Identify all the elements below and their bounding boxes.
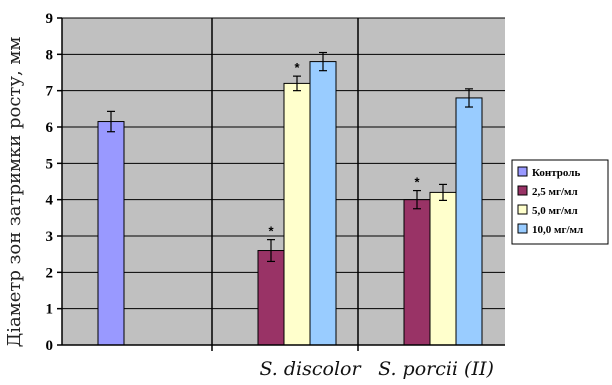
legend-swatch [517, 166, 528, 177]
legend-swatch [517, 185, 528, 196]
y-tick-label: 1 [46, 302, 54, 318]
y-tick-label: 0 [46, 338, 54, 354]
bar [257, 250, 285, 346]
y-tick-label: 6 [46, 120, 54, 136]
legend: Контроль 2,5 мг/мл 5,0 мг/мл 10,0 мг/мл [511, 159, 609, 245]
bar [283, 82, 311, 346]
legend-label: 5,0 мг/мл [532, 205, 578, 217]
legend-swatch [517, 223, 528, 234]
y-tick-label: 9 [46, 11, 54, 27]
y-axis-label: Діаметр зон затримки росту, мм [4, 37, 25, 348]
y-tick-label: 5 [46, 156, 54, 172]
category-label: S. discolor [259, 358, 362, 380]
significance-marker: * [414, 175, 420, 190]
legend-box [511, 159, 609, 245]
category-label: S. porcii (II) [378, 358, 494, 380]
legend-label: 2,5 мг/мл [532, 186, 578, 198]
error-bars [107, 51, 473, 263]
significance-marker: * [268, 224, 274, 239]
category-separators [211, 18, 359, 351]
category-labels: S. discolor S. porcii (II) [259, 358, 493, 380]
bar [97, 121, 125, 346]
annotations: * * * [268, 60, 420, 239]
y-tick-label: 4 [46, 193, 54, 209]
y-tick-label: 8 [46, 47, 54, 63]
legend-label: 10,0 мг/мл [532, 224, 583, 236]
bar [429, 191, 457, 346]
y-axis-ticks: 0 1 2 3 4 5 6 7 8 9 [46, 11, 62, 354]
bars [97, 61, 483, 346]
bar [455, 97, 483, 346]
legend-swatch [517, 204, 528, 215]
legend-label: Контроль [532, 167, 580, 179]
significance-marker: * [294, 60, 300, 75]
y-tick-label: 3 [46, 229, 54, 245]
bar [403, 199, 431, 346]
y-tick-label: 2 [46, 265, 54, 281]
y-tick-label: 7 [46, 84, 54, 100]
bar [309, 61, 337, 346]
